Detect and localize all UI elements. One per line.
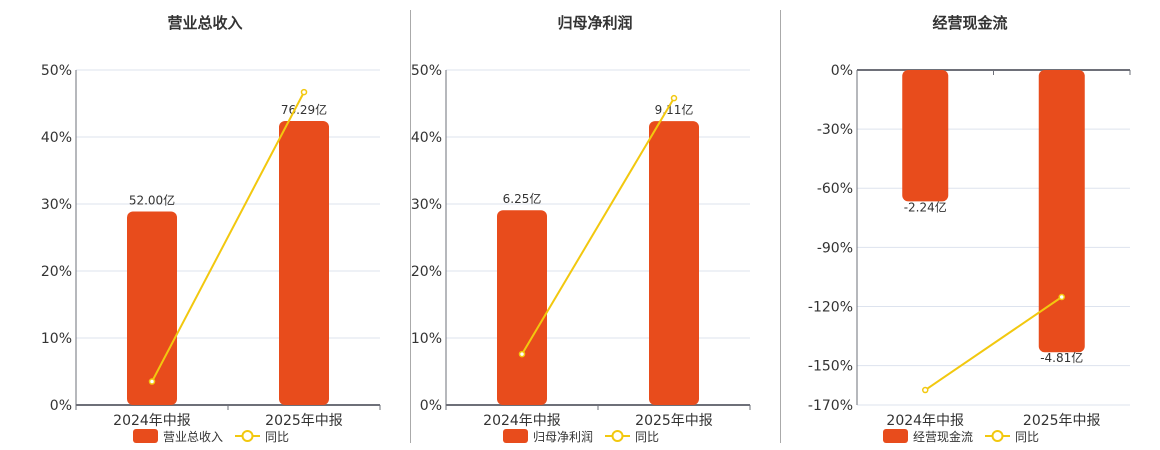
legend-line-label: 同比	[1015, 430, 1039, 444]
bar-value-label: 6.25亿	[503, 191, 542, 206]
revenue-chart-panel: 营业总收入 0% 10% 20% 30% 40% 50% 2024年中报 52.00亿 2025…	[0, 0, 410, 450]
bar	[902, 70, 949, 202]
chart-title: 归母净利润	[557, 14, 633, 32]
y-tick-label: 40%	[41, 130, 72, 146]
yoy-line	[924, 296, 1063, 391]
y-tick-label: 0%	[831, 63, 853, 79]
y-tick-label: -60%	[817, 181, 853, 197]
y-tick-label: 20%	[411, 264, 442, 280]
panel-divider	[780, 10, 781, 443]
legend-bar-label: 营业总收入	[163, 430, 223, 444]
yoy-line	[521, 97, 675, 355]
y-tick-label: 20%	[41, 264, 72, 280]
x-tick-label: 2024年中报	[483, 413, 561, 429]
yoy-point	[922, 386, 929, 394]
y-tick-label: -90%	[817, 240, 853, 256]
bar-value-label: 76.29亿	[281, 102, 327, 117]
bar	[127, 211, 177, 405]
y-tick-label: 10%	[411, 331, 442, 347]
y-tick-label: -120%	[808, 299, 853, 315]
legend-line-marker	[611, 430, 624, 442]
y-tick-label: 30%	[411, 197, 442, 213]
bar	[279, 121, 329, 405]
yoy-point	[300, 88, 308, 96]
yoy-point	[148, 378, 156, 385]
y-tick-label: -30%	[817, 122, 853, 138]
y-tick-label: 0%	[50, 398, 72, 414]
panel-divider	[410, 10, 411, 443]
x-tick-label: 2025年中报	[1023, 413, 1101, 429]
y-tick-label: 50%	[411, 63, 442, 79]
yoy-point	[1058, 293, 1065, 301]
yoy-point	[518, 350, 526, 358]
legend-bar-swatch	[883, 429, 908, 443]
y-tick-label: 10%	[41, 331, 72, 347]
bar-value-label: -2.24亿	[904, 199, 947, 214]
net-profit-chart: 0% 10% 20% 30% 40% 50% 2024年中报 6.25亿 2025年中报 9.11…	[411, 63, 751, 444]
legend-line-marker	[241, 430, 254, 442]
yoy-point	[670, 94, 678, 102]
legend-bar-swatch	[133, 429, 158, 443]
cashflow-chart: -170% -150% -120% -90% -60% -30% 0% 2024年中报 -2.2…	[808, 63, 1131, 444]
bar	[1038, 70, 1085, 353]
bar	[649, 121, 699, 405]
x-tick-label: 2024年中报	[886, 413, 964, 429]
legend-line-label: 同比	[265, 430, 289, 444]
legend-line-marker	[991, 430, 1004, 442]
revenue-chart: 0% 10% 20% 30% 40% 50% 2024年中报 52.00亿 2025年中报 76.…	[41, 63, 381, 444]
legend-line-label: 同比	[635, 430, 659, 444]
net-profit-chart-panel: 归母净利润 0% 10% 20% 30% 40% 50% 2024年中报 6.25亿 2025年…	[370, 0, 780, 450]
y-tick-label: 50%	[41, 63, 72, 79]
bar-value-label: 52.00亿	[129, 192, 175, 207]
legend-bar-label: 归母净利润	[533, 430, 593, 444]
legend-bar-swatch	[503, 429, 528, 443]
x-tick-label: 2025年中报	[265, 413, 343, 429]
bar-value-label: 9.11亿	[655, 102, 694, 117]
x-tick-label: 2025年中报	[635, 413, 713, 429]
legend-bar-label: 经营现金流	[913, 429, 973, 444]
cashflow-chart-panel: 经营现金流 -170% -150% -120% -90% -60% -30% 0% 2024年…	[780, 0, 1160, 450]
bar	[497, 210, 547, 405]
chart-title: 营业总收入	[167, 14, 243, 32]
y-tick-label: -150%	[808, 359, 853, 375]
x-tick-label: 2024年中报	[113, 413, 191, 429]
y-tick-label: 40%	[411, 130, 442, 146]
bar-value-label: -4.81亿	[1040, 350, 1083, 365]
y-tick-label: 30%	[41, 197, 72, 213]
yoy-line	[151, 91, 305, 383]
y-tick-label: -170%	[808, 398, 853, 414]
chart-title: 经营现金流	[932, 14, 1008, 32]
y-tick-label: 0%	[420, 398, 442, 414]
